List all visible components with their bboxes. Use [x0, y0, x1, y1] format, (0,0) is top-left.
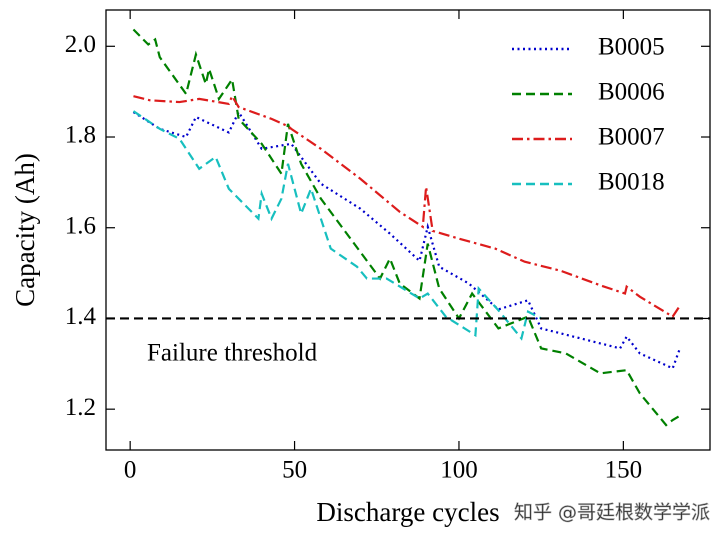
- legend-label: B0005: [598, 34, 665, 61]
- series-line: [132, 109, 681, 370]
- series-line: [132, 110, 542, 341]
- y-tick-label: 1.8: [65, 122, 96, 149]
- y-tick-label: 2.0: [65, 31, 96, 58]
- plot-area: [132, 28, 684, 427]
- plot-frame: [105, 9, 711, 451]
- y-tick-label: 1.4: [65, 303, 97, 330]
- threshold-label: Failure threshold: [147, 340, 318, 367]
- legend-label: B0007: [598, 124, 665, 151]
- x-tick-label: 50: [282, 457, 307, 484]
- legend-label: B0006: [598, 79, 665, 106]
- legend-label: B0018: [598, 169, 665, 196]
- x-tick-label: 150: [605, 457, 643, 484]
- series-line: [133, 93, 681, 319]
- y-tick-label: 1.2: [65, 394, 96, 421]
- x-tick-label: 0: [124, 457, 137, 484]
- y-tick-label: 1.6: [65, 212, 96, 239]
- x-axis-label: Discharge cycles: [316, 497, 499, 527]
- x-tick-label: 100: [440, 457, 478, 484]
- y-axis-label: Capacity (Ah): [10, 153, 40, 307]
- watermark: 知乎 @哥廷根数学学派: [514, 502, 710, 524]
